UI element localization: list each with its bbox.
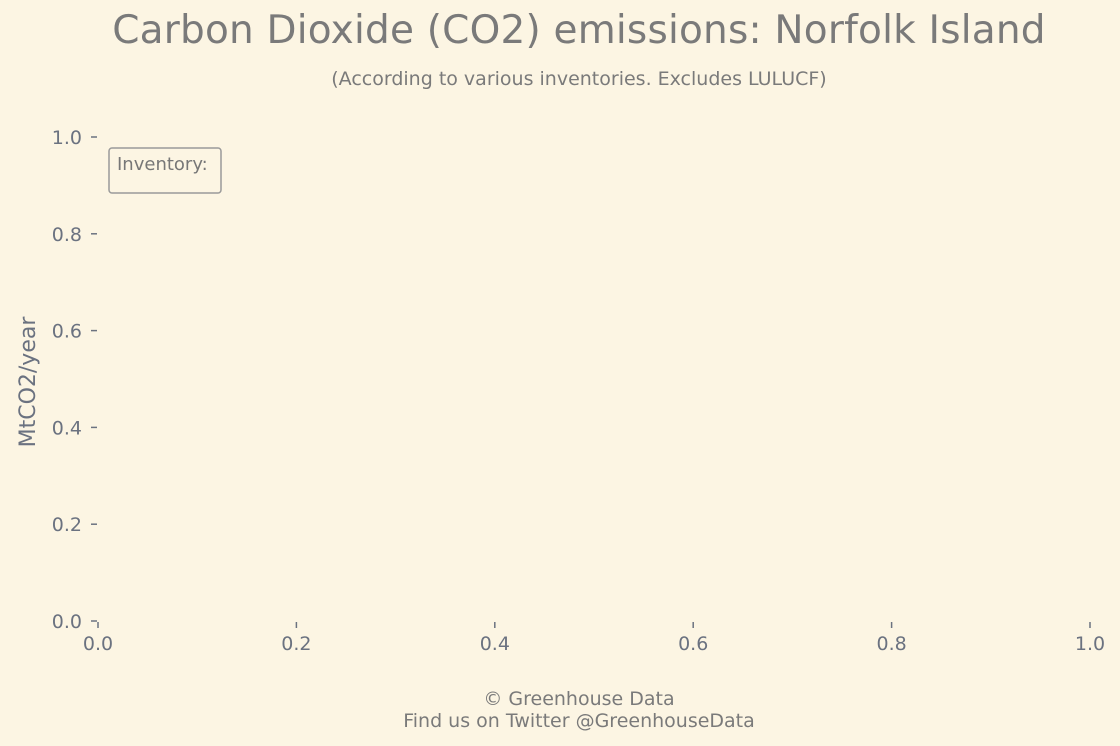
- footer-copyright: © Greenhouse Data: [483, 688, 675, 710]
- legend-frame: [108, 147, 222, 194]
- y-tick-label: 0.8: [52, 224, 82, 246]
- y-tick-label: 0.4: [52, 417, 82, 439]
- y-tick-label: 0.0: [52, 611, 82, 633]
- x-axis: 0.0 0.2 0.4 0.6 0.8 1.0: [83, 622, 1105, 655]
- legend-title: Inventory:: [117, 154, 208, 175]
- chart-subtitle: (According to various inventories. Exclu…: [331, 68, 827, 90]
- x-tick-label: 0.8: [876, 633, 906, 655]
- y-tick-label: 0.2: [52, 514, 82, 536]
- footer-twitter: Find us on Twitter @GreenhouseData: [403, 710, 755, 732]
- y-tick-label: 0.6: [52, 321, 82, 343]
- y-axis: 0.0 0.2 0.4 0.6 0.8 1.0: [52, 127, 97, 633]
- footer: © Greenhouse Data Find us on Twitter @Gr…: [0, 688, 1120, 732]
- chart-title: Carbon Dioxide (CO2) emissions: Norfolk …: [112, 8, 1046, 53]
- x-tick-label: 0.4: [480, 633, 510, 655]
- x-tick-label: 0.0: [83, 633, 113, 655]
- legend: Inventory:: [108, 147, 222, 194]
- y-tick-label: 1.0: [52, 127, 82, 149]
- x-tick-label: 1.0: [1075, 633, 1105, 655]
- x-tick-label: 0.6: [678, 633, 708, 655]
- y-axis-label: MtCO2/year: [16, 316, 41, 448]
- x-tick-label: 0.2: [281, 633, 311, 655]
